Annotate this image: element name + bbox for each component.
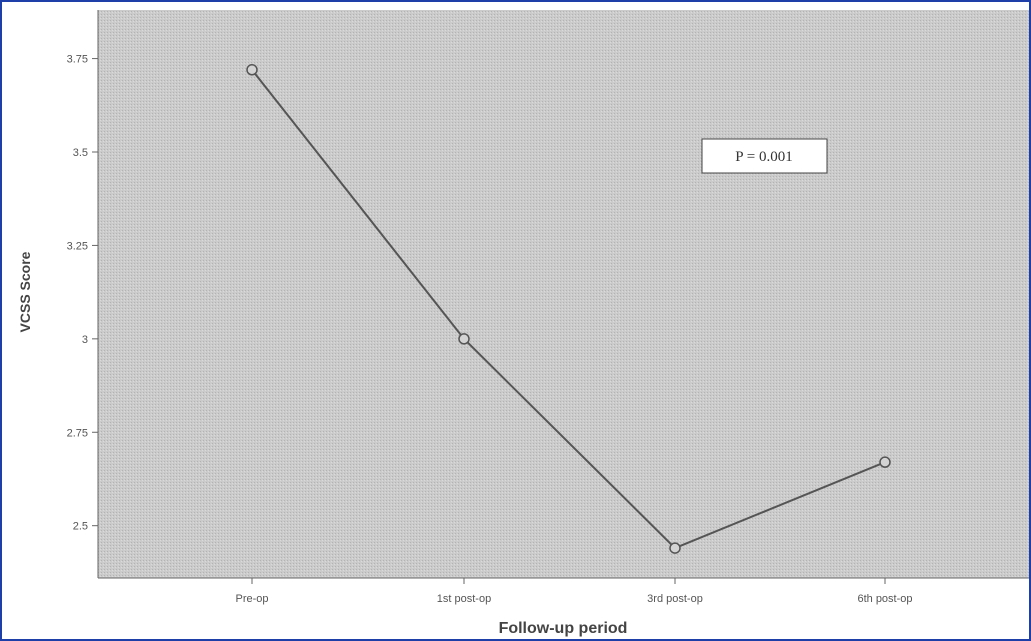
y-tick-label: 3.25 [67, 240, 88, 252]
data-point [669, 542, 681, 554]
x-tick-label: 6th post-op [857, 593, 912, 605]
y-tick-label: 3 [82, 334, 88, 346]
y-tick-label: 3.5 [73, 147, 88, 159]
p-value-text: P = 0.001 [735, 149, 793, 165]
y-tick-label: 3.75 [67, 54, 88, 66]
data-point [458, 333, 470, 345]
series-line [251, 69, 886, 550]
y-tick-label: 2.75 [67, 427, 88, 439]
y-axis-title: VCSS Score [17, 251, 33, 332]
data-point [246, 64, 258, 76]
p-value-annotation: P = 0.001 [701, 138, 828, 174]
x-tick-label: 1st post-op [437, 593, 491, 605]
x-axis-title: Follow-up period [499, 620, 628, 637]
y-tick-label: 2.5 [73, 521, 88, 533]
data-point [879, 456, 891, 468]
x-tick-label: Pre-op [235, 593, 268, 605]
x-tick-label: 3rd post-op [647, 593, 703, 605]
plot-area [98, 10, 1029, 578]
